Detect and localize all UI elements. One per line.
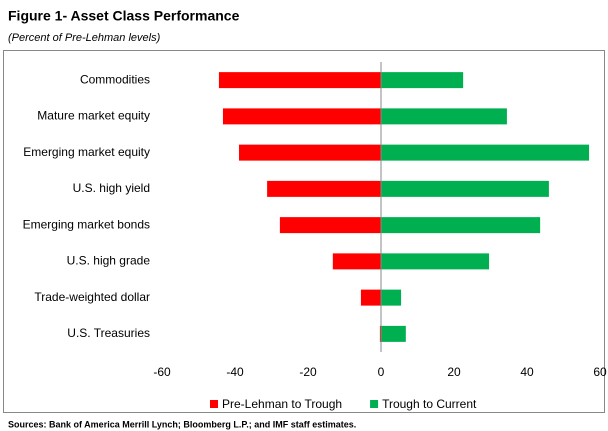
y-tick-label: Emerging market equity [23, 145, 150, 159]
bar [239, 144, 381, 161]
x-tick-label: -20 [299, 365, 317, 379]
legend-label: Trough to Current [382, 397, 477, 411]
bar [279, 217, 381, 234]
bar [381, 289, 402, 306]
bar [379, 325, 381, 342]
chart-title: Figure 1- Asset Class Performance [8, 8, 240, 24]
x-tick-label: -40 [226, 365, 244, 379]
y-tick-label: Mature market equity [37, 109, 150, 123]
y-tick-label: Trade-weighted dollar [34, 290, 150, 304]
y-tick-label: U.S. Treasuries [67, 326, 150, 340]
y-tick-label: Commodities [80, 72, 150, 86]
source-note: Sources: Bank of America Merrill Lynch; … [8, 419, 356, 429]
bar [381, 217, 541, 234]
legend-label: Pre-Lehman to Trough [222, 397, 342, 411]
chart-subtitle: (Percent of Pre-Lehman levels) [8, 32, 161, 44]
legend-swatch [370, 400, 379, 408]
bar [381, 72, 464, 89]
legend-swatch [210, 400, 218, 408]
bar [267, 180, 381, 197]
y-tick-label: U.S. high grade [67, 254, 151, 268]
bar [222, 108, 381, 125]
y-tick-label: U.S. high yield [73, 181, 150, 195]
x-tick-label: 40 [520, 365, 534, 379]
bar [381, 144, 590, 161]
x-tick-label: 60 [593, 365, 607, 379]
bar [381, 325, 406, 342]
y-tick-label: Emerging market bonds [23, 217, 150, 231]
x-tick-label: -60 [153, 365, 171, 379]
bar [381, 180, 549, 197]
x-tick-label: 0 [378, 365, 385, 379]
bar [332, 253, 381, 270]
bar [381, 108, 507, 125]
bar [218, 72, 381, 89]
bar [381, 253, 490, 270]
chart-border [3, 50, 605, 413]
x-tick-label: 20 [447, 365, 461, 379]
bar [360, 289, 381, 306]
